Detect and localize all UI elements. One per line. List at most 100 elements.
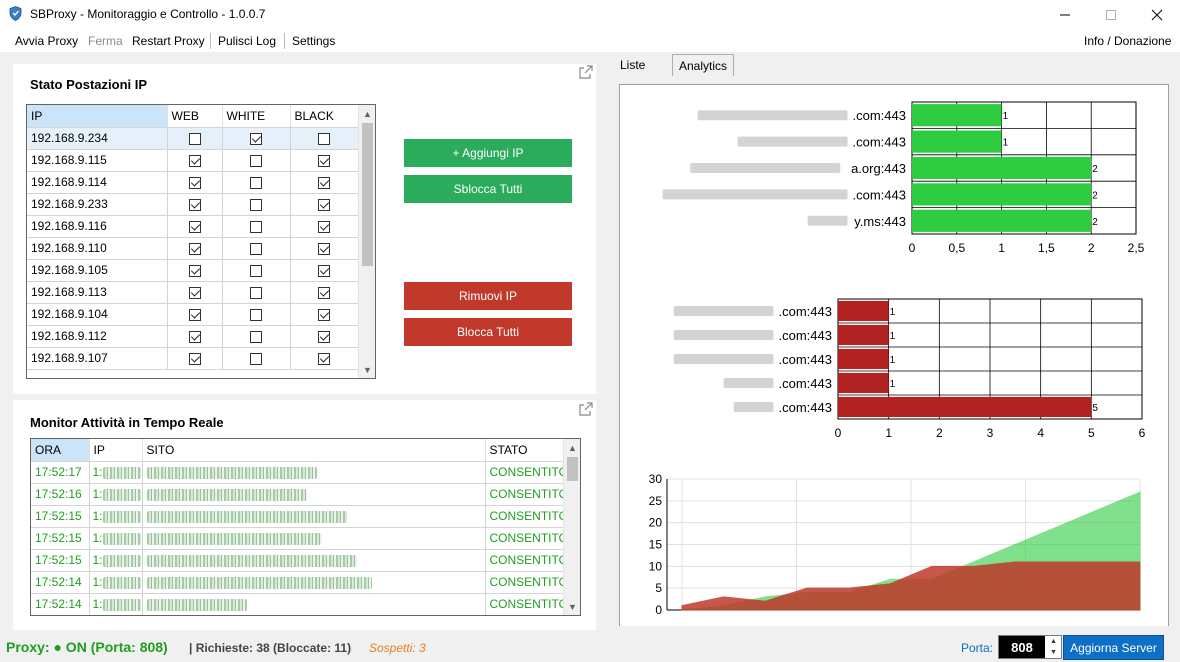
white-checkbox[interactable] xyxy=(250,286,262,299)
white-checkbox[interactable] xyxy=(250,264,262,277)
tab-analytics[interactable]: Analytics xyxy=(672,54,735,76)
expand-icon[interactable] xyxy=(579,402,593,419)
white-checkbox[interactable] xyxy=(250,220,262,233)
white-checkbox[interactable] xyxy=(250,352,262,365)
activity-row[interactable]: 17:52:14 1: CONSENTITO xyxy=(31,593,573,615)
black-checkbox[interactable] xyxy=(318,308,330,321)
black-checkbox[interactable] xyxy=(318,220,330,233)
web-checkbox[interactable] xyxy=(188,308,201,321)
add-ip-button[interactable]: + Aggiungi IP xyxy=(404,139,572,167)
web-checkbox[interactable] xyxy=(188,264,201,277)
scroll-thumb[interactable] xyxy=(567,457,578,481)
tab-lists[interactable]: Liste xyxy=(620,58,646,72)
black-checkbox[interactable] xyxy=(318,330,330,343)
black-checkbox[interactable] xyxy=(318,242,330,255)
web-checkbox[interactable] xyxy=(188,176,201,189)
black-checkbox[interactable] xyxy=(318,176,330,189)
ip-row[interactable]: 192.168.9.110 xyxy=(27,237,359,260)
close-icon[interactable] xyxy=(1134,0,1180,30)
column-header-web[interactable]: WEB xyxy=(167,105,223,128)
stop-menu[interactable]: Ferma xyxy=(88,34,123,48)
unblock-all-button[interactable]: Sblocca Tutti xyxy=(404,175,572,203)
clear-log-menu[interactable]: Pulisci Log xyxy=(218,34,277,48)
ip-row[interactable]: 192.168.9.233 xyxy=(27,193,359,216)
column-header-status[interactable]: STATO xyxy=(485,439,573,462)
white-checkbox[interactable] xyxy=(250,308,262,321)
activity-row[interactable]: 17:52:15 1: CONSENTITO xyxy=(31,549,573,572)
ip-row[interactable]: 192.168.9.107 xyxy=(27,347,359,370)
scroll-down-icon[interactable]: ▼ xyxy=(363,364,372,375)
minimize-icon[interactable] xyxy=(1042,0,1088,30)
ip-row[interactable]: 192.168.9.112 xyxy=(27,325,359,348)
web-checkbox[interactable] xyxy=(188,132,201,145)
column-header-site[interactable]: SITO xyxy=(142,439,486,462)
black-checkbox[interactable] xyxy=(318,198,330,211)
black-checkbox[interactable] xyxy=(318,264,330,277)
requests-count-text: | Richieste: 38 (Bloccate: 11) xyxy=(189,641,352,655)
start-proxy-menu[interactable]: Avvia Proxy xyxy=(15,34,79,48)
ip-row[interactable]: 192.168.9.116 xyxy=(27,215,359,238)
update-server-button[interactable]: Aggiorna Server xyxy=(1063,635,1164,660)
port-down-icon[interactable]: ▼ xyxy=(1050,649,1057,656)
white-checkbox[interactable] xyxy=(250,176,262,189)
ip-grid[interactable]: IP WEB WHITE BLACK 192.168.9.234 192.168.… xyxy=(26,104,376,379)
column-header-ip[interactable]: IP xyxy=(27,105,168,128)
web-checkbox[interactable] xyxy=(188,242,201,255)
ip-prefix: 1: xyxy=(92,487,103,501)
activity-row[interactable]: 17:52:15 1: CONSENTITO xyxy=(31,505,573,528)
ip-prefix: 1: xyxy=(92,465,103,479)
column-header-white[interactable]: WHITE xyxy=(222,105,291,128)
white-checkbox[interactable] xyxy=(250,154,262,167)
column-header-black[interactable]: BLACK xyxy=(290,105,359,128)
black-checkbox[interactable] xyxy=(318,286,330,299)
white-cell xyxy=(222,171,291,194)
activity-row[interactable]: 17:52:16 1: CONSENTITO xyxy=(31,483,573,506)
settings-menu[interactable]: Settings xyxy=(292,34,336,48)
activity-row[interactable]: 17:52:14 1: CONSENTITO xyxy=(31,571,573,594)
redacted-site xyxy=(146,554,357,567)
black-checkbox[interactable] xyxy=(318,154,330,167)
web-checkbox[interactable] xyxy=(188,352,201,365)
black-checkbox[interactable] xyxy=(318,352,330,365)
activity-row[interactable]: 17:52:17 1: CONSENTITO xyxy=(31,461,573,484)
scroll-thumb[interactable] xyxy=(362,123,373,266)
web-checkbox[interactable] xyxy=(188,154,201,167)
port-stepper[interactable]: 808 ▲ ▼ xyxy=(998,635,1062,659)
ip-row[interactable]: 192.168.9.115 xyxy=(27,149,359,172)
ip-row[interactable]: 192.168.9.113 xyxy=(27,281,359,304)
ip-row[interactable]: 192.168.9.234 xyxy=(27,127,359,150)
ip-row[interactable]: 192.168.9.105 xyxy=(27,259,359,282)
white-checkbox[interactable] xyxy=(250,242,262,255)
restart-proxy-menu[interactable]: Restart Proxy xyxy=(132,34,205,48)
web-checkbox[interactable] xyxy=(188,198,201,211)
white-checkbox[interactable] xyxy=(250,132,262,145)
activity-row[interactable]: 17:52:15 1: CONSENTITO xyxy=(31,527,573,550)
activity-grid-scrollbar[interactable]: ▲ ▼ xyxy=(563,439,580,615)
ip-row[interactable]: 192.168.9.104 xyxy=(27,303,359,326)
port-up-icon[interactable]: ▲ xyxy=(1050,638,1057,645)
remove-ip-button[interactable]: Rimuovi IP xyxy=(404,282,572,310)
white-checkbox[interactable] xyxy=(250,330,262,343)
web-checkbox[interactable] xyxy=(188,286,201,299)
port-input[interactable]: 808 xyxy=(999,636,1045,658)
ip-row[interactable]: 192.168.9.114 xyxy=(27,171,359,194)
redacted-site xyxy=(146,488,307,501)
expand-icon[interactable] xyxy=(579,65,593,82)
column-header-ip[interactable]: IP xyxy=(89,439,143,462)
scroll-down-icon[interactable]: ▼ xyxy=(568,601,577,612)
scroll-up-icon[interactable]: ▲ xyxy=(568,442,577,453)
block-all-button[interactable]: Blocca Tutti xyxy=(404,318,572,346)
black-cell xyxy=(290,281,359,304)
ip-cell: 192.168.9.114 xyxy=(27,171,168,194)
activity-grid[interactable]: ORA IP SITO STATO 17:52:17 1: CONSENTITO 17… xyxy=(30,438,581,616)
black-checkbox[interactable] xyxy=(318,132,330,145)
ip-grid-scrollbar[interactable]: ▲ ▼ xyxy=(358,105,375,378)
column-header-time[interactable]: ORA xyxy=(31,439,90,462)
scroll-up-icon[interactable]: ▲ xyxy=(363,108,372,119)
web-checkbox[interactable] xyxy=(188,330,201,343)
white-cell xyxy=(222,237,291,260)
maximize-icon[interactable] xyxy=(1088,0,1134,30)
web-checkbox[interactable] xyxy=(188,220,201,233)
white-checkbox[interactable] xyxy=(250,198,262,211)
info-donation-menu[interactable]: Info / Donazione xyxy=(1084,34,1172,48)
